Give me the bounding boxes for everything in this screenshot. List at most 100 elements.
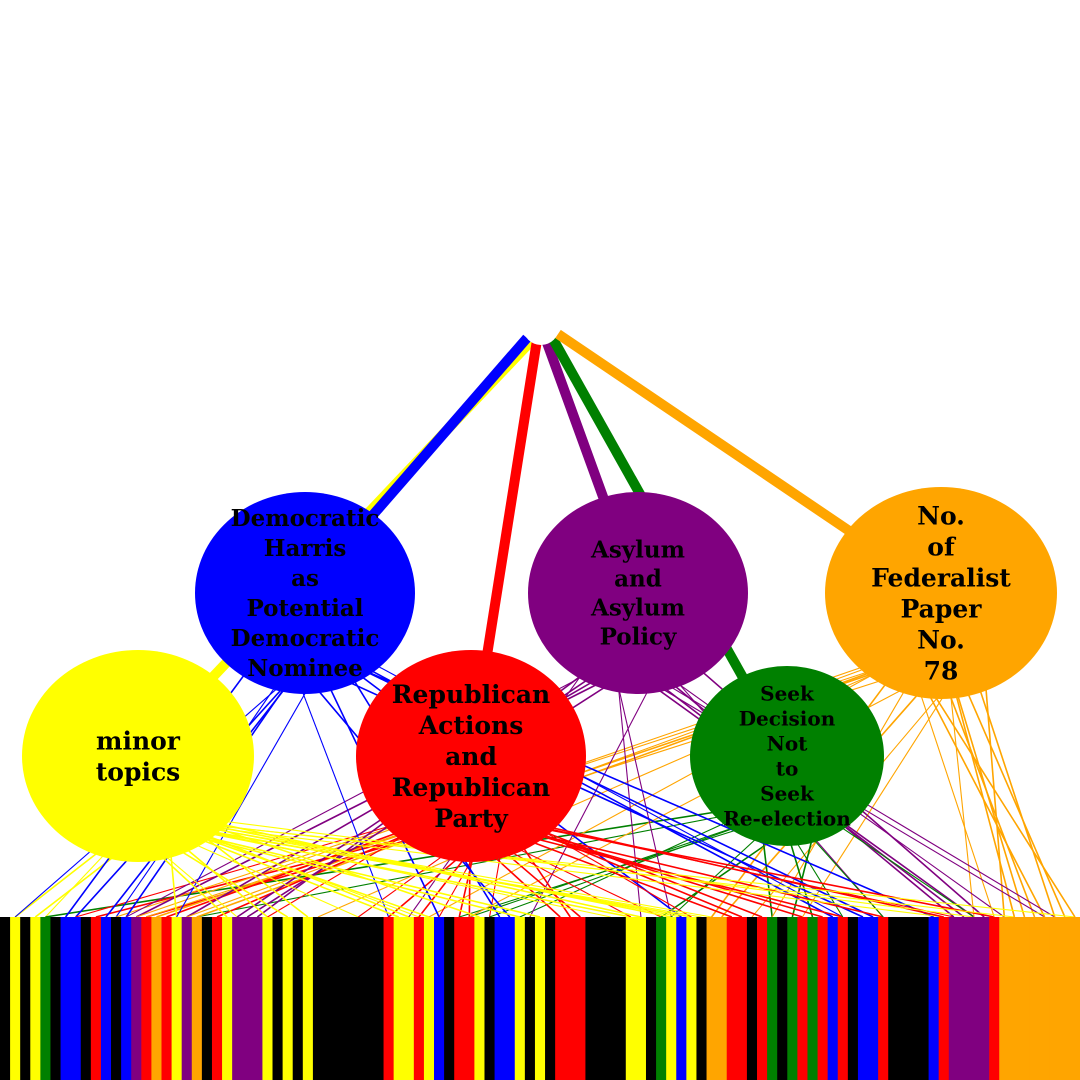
- document-segment: [242, 917, 253, 1080]
- document-segment: [282, 917, 294, 1080]
- document-link: [45, 804, 758, 918]
- document-segment: [645, 917, 657, 1080]
- document-segment: [393, 917, 405, 1080]
- document-segment: [211, 917, 223, 1080]
- document-segment: [363, 917, 375, 1080]
- topic-label-line: Republican: [392, 773, 550, 802]
- document-link: [130, 813, 712, 918]
- document-segment: [979, 917, 990, 1080]
- topic-label-line: Democratic: [231, 505, 380, 532]
- topic-node-democratic-harris: Democratic Harris as Potential Democratic Nom…: [195, 492, 415, 694]
- topic-label-line: Seek: [760, 782, 815, 806]
- document-segment: [232, 917, 243, 1080]
- document-segment: [1059, 917, 1071, 1080]
- topic-label-line: Actions: [418, 711, 524, 740]
- document-segment: [10, 917, 21, 1080]
- document-segment: [908, 917, 920, 1080]
- document-segment: [545, 917, 556, 1080]
- document-segment: [444, 917, 455, 1080]
- document-segment: [292, 917, 304, 1080]
- document-segment: [423, 917, 435, 1080]
- topic-label-line: Policy: [600, 624, 677, 651]
- document-segment: [898, 917, 910, 1080]
- document-segment: [30, 917, 41, 1080]
- document-segment: [322, 917, 334, 1080]
- document-segment: [787, 917, 798, 1080]
- document-segment: [565, 917, 576, 1080]
- document-segment: [888, 917, 899, 1080]
- document-link: [609, 648, 672, 918]
- document-segment: [161, 917, 173, 1080]
- document-segment: [141, 917, 152, 1080]
- document-segment: [514, 917, 526, 1080]
- document-segment: [70, 917, 82, 1080]
- topic-label-line: Seek: [760, 682, 815, 706]
- topic-label-line: Federalist: [871, 563, 1011, 592]
- topic-bubble: [825, 487, 1057, 699]
- document-segment: [575, 917, 587, 1080]
- topic-label-line: Harris: [264, 535, 347, 562]
- document-segment: [878, 917, 889, 1080]
- document-segment: [595, 917, 607, 1080]
- document-segment: [534, 917, 546, 1080]
- document-segment: [434, 917, 445, 1080]
- document-segment: [555, 917, 566, 1080]
- document-segment: [767, 917, 778, 1080]
- document-segment: [968, 917, 980, 1080]
- document-link: [469, 813, 995, 918]
- document-segment: [1049, 917, 1061, 1080]
- topic-label-line: and: [445, 742, 497, 771]
- document-segment: [928, 917, 940, 1080]
- document-segment: [726, 917, 738, 1080]
- document-segment: [181, 917, 193, 1080]
- document-segment: [686, 917, 698, 1080]
- document-segment: [413, 917, 425, 1080]
- document-segment: [252, 917, 264, 1080]
- topic-label-line: Not: [767, 732, 809, 756]
- document-segment: [484, 917, 496, 1080]
- document-segment: [746, 917, 758, 1080]
- document-segment: [524, 917, 536, 1080]
- document-segment: [1029, 917, 1041, 1080]
- document-segment: [494, 917, 506, 1080]
- document-segment: [615, 917, 627, 1080]
- document-segment: [191, 917, 203, 1080]
- document-segment: [1009, 917, 1021, 1080]
- document-segment: [454, 917, 465, 1080]
- document-segment: [0, 917, 11, 1080]
- document-segment: [625, 917, 637, 1080]
- document-segment: [757, 917, 768, 1080]
- document-segment: [958, 917, 970, 1080]
- document-segment: [807, 917, 819, 1080]
- document-segment: [1019, 917, 1031, 1080]
- document-segment: [635, 917, 647, 1080]
- topic-label-line: as: [291, 565, 319, 592]
- document-segment: [131, 917, 142, 1080]
- document-segment: [151, 917, 163, 1080]
- topic-bubble: [356, 650, 586, 862]
- document-segment: [343, 917, 354, 1080]
- document-segment: [918, 917, 930, 1080]
- document-segment: [272, 917, 284, 1080]
- topic-label-line: topics: [96, 757, 181, 786]
- document-segment: [837, 917, 849, 1080]
- topic-label-line: Paper: [901, 594, 983, 623]
- topic-label-line: No.: [917, 501, 965, 530]
- document-segment: [847, 917, 859, 1080]
- topic-label-line: Party: [434, 804, 509, 833]
- document-segment: [100, 917, 112, 1080]
- document-segment: [777, 917, 788, 1080]
- topic-bubble: [195, 492, 415, 694]
- document-segment: [585, 917, 597, 1080]
- document-segment: [716, 917, 728, 1080]
- document-segment: [80, 917, 92, 1080]
- document-segment: [736, 917, 748, 1080]
- document-segment: [383, 917, 395, 1080]
- document-segment: [171, 917, 183, 1080]
